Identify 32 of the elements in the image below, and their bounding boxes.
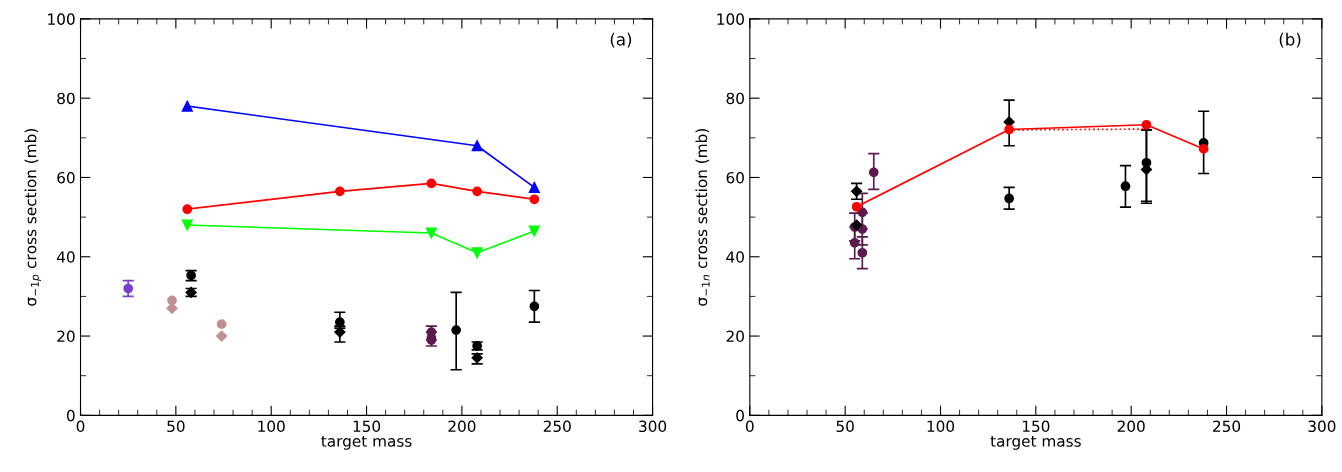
y-tick-label: 40 — [56, 251, 75, 263]
y-tick-label: 100 — [48, 13, 75, 25]
y-tick-label: 100 — [717, 13, 744, 25]
y-tick-label: 0 — [66, 409, 75, 422]
x-tick-label: 150 — [353, 420, 381, 433]
y-axis-title: σ$_{−1n}$ cross section (mb) — [695, 129, 710, 306]
x-tick-label: 250 — [543, 420, 571, 433]
x-tick-label: 0 — [745, 420, 754, 433]
y-tick-label: 80 — [726, 92, 744, 105]
y-tick-label: 60 — [57, 171, 75, 184]
x-tick-label: 100 — [258, 420, 285, 433]
x-tick-label: 250 — [1213, 420, 1241, 433]
x-tick-label: 300 — [639, 420, 667, 433]
annotation: (b) — [1279, 32, 1301, 48]
x-tick-label: 200 — [1117, 420, 1145, 433]
y-tick-label: 60 — [726, 171, 744, 184]
x-tick-label: 150 — [1022, 420, 1050, 433]
x-tick-label: 0 — [76, 420, 85, 433]
x-axis-title: target mass — [990, 435, 1081, 450]
x-axis-title: target mass — [321, 435, 412, 450]
y-tick-label: 40 — [726, 251, 744, 263]
x-tick-label: 200 — [448, 420, 476, 433]
x-tick-label: 50 — [167, 420, 185, 433]
x-tick-label: 50 — [836, 420, 854, 433]
annotation: (a) — [610, 32, 632, 48]
y-tick-label: 20 — [726, 330, 744, 343]
y-tick-label: 0 — [736, 409, 744, 422]
y-tick-label: 80 — [57, 92, 75, 105]
x-tick-label: 100 — [927, 420, 955, 433]
y-axis-title: σ$_{−1p}$ cross section (mb) — [24, 129, 41, 306]
y-tick-label: 20 — [57, 330, 75, 343]
x-tick-label: 300 — [1308, 420, 1336, 433]
